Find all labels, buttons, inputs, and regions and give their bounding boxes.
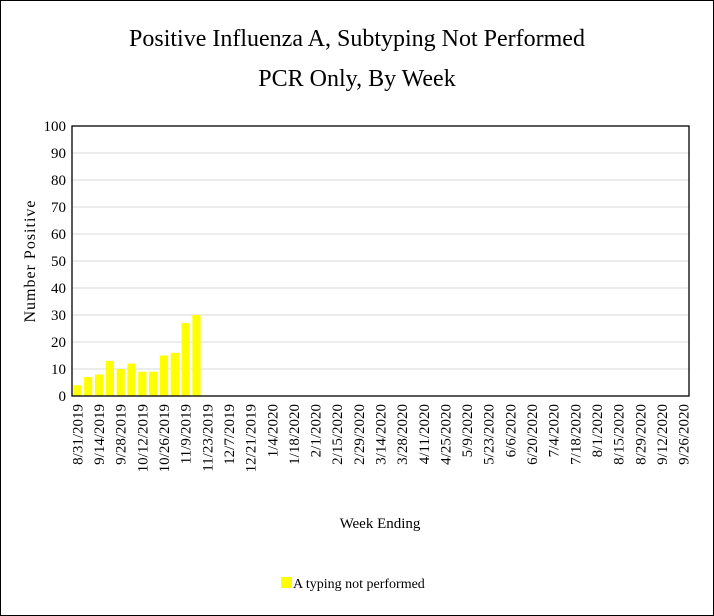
x-tick-label: 6/6/2020 [503,404,519,457]
bar [116,369,125,396]
y-tick-label: 50 [51,254,66,270]
x-tick-label: 11/23/2019 [200,404,216,472]
x-tick-label: 3/14/2020 [374,404,390,465]
y-tick-label: 70 [51,200,66,216]
x-tick-label: 12/7/2019 [222,404,238,465]
x-tick-label: 5/23/2020 [482,404,498,465]
x-tick-label: 8/31/2019 [70,404,86,465]
y-tick-label: 60 [51,227,66,243]
bar [105,360,114,396]
bar [138,371,147,396]
plot-border [71,125,690,397]
x-tick-label: 7/4/2020 [547,404,563,457]
y-axis-label: Number Positive [22,200,39,323]
x-tick-label: 11/9/2019 [179,404,195,464]
bar [170,352,179,396]
bar [192,315,201,396]
x-tick-label: 9/12/2020 [655,404,671,465]
x-tick-label: 8/29/2020 [633,404,649,465]
chart-subtitle: PCR Only, By Week [258,66,455,92]
x-axis-label: Week Ending [340,516,421,532]
x-tick-label: 6/20/2020 [525,404,541,465]
x-tick-label: 9/28/2019 [114,404,130,465]
bar [181,323,190,396]
bar [84,377,93,396]
x-tick-label: 7/18/2020 [568,404,584,465]
bar [149,371,158,396]
x-tick-label: 1/18/2020 [287,404,303,465]
bar [159,355,169,396]
bar [73,385,82,396]
chart-title: Positive Influenza A, Subtyping Not Perf… [129,26,585,52]
y-tick-label: 100 [44,119,67,135]
x-tick-label: 5/9/2020 [460,404,476,457]
bar [127,363,136,396]
y-tick-label: 0 [59,389,67,405]
y-tick-label: 10 [51,362,66,378]
x-tick-label: 2/1/2020 [309,404,325,457]
x-tick-label: 4/11/2020 [417,404,433,464]
x-tick-label: 9/26/2020 [677,404,693,465]
x-tick-label: 12/21/2019 [244,404,260,472]
x-tick-label: 8/15/2020 [612,404,628,465]
y-tick-label: 90 [51,146,66,162]
x-tick-label: 2/15/2020 [330,404,346,465]
x-tick-label: 1/4/2020 [265,404,281,457]
x-tick-label: 9/14/2019 [92,404,108,465]
x-tick-label: 8/1/2020 [590,404,606,457]
y-tick-label: 30 [51,308,66,324]
legend-label: A typing not performed [293,577,425,592]
x-tick-label: 10/26/2019 [157,404,173,472]
bar [94,374,104,396]
y-tick-label: 20 [51,335,66,351]
x-tick-label: 2/29/2020 [352,404,368,465]
x-tick-label: 4/25/2020 [438,404,454,465]
x-tick-label: 3/28/2020 [395,404,411,465]
x-tick-label: 10/12/2019 [135,404,151,472]
y-tick-label: 40 [51,281,66,297]
legend-swatch [281,577,292,588]
y-tick-label: 80 [51,173,66,189]
